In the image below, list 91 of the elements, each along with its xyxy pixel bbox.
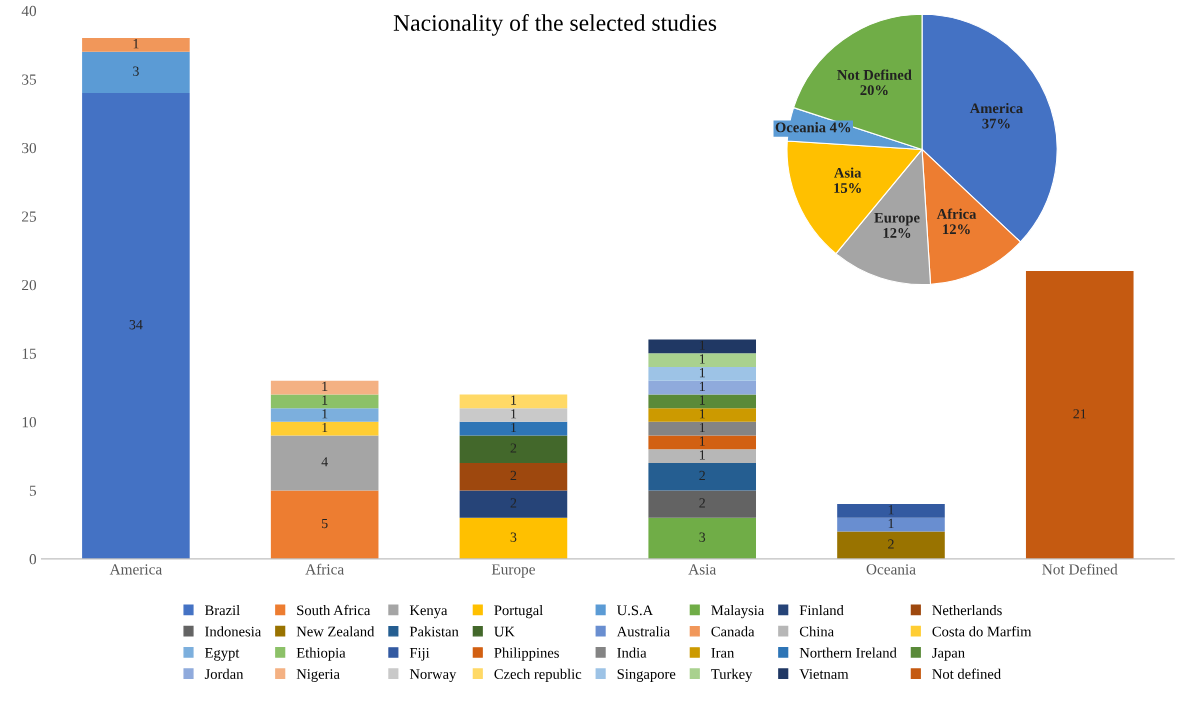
legend-label: Brazil [204, 604, 240, 616]
data-label: 4 [321, 457, 328, 467]
x-tick-label: Asia [688, 564, 716, 575]
legend-label: Northern Ireland [799, 647, 897, 658]
data-label: 15% [834, 183, 861, 193]
data-label: 2 [510, 498, 517, 508]
legend-label: South Africa [297, 604, 371, 616]
data-label: 2 [510, 443, 517, 453]
data-label: 1 [699, 409, 705, 419]
legend-label: Ethiopia [296, 647, 346, 661]
legend-label: U.S.A [617, 605, 654, 616]
data-label: 1 [133, 39, 139, 49]
x-tick-label: Europe [491, 564, 535, 578]
y-tick-label: 5 [29, 485, 37, 496]
x-tick-label: America [109, 564, 162, 575]
data-label: 1 [511, 409, 517, 419]
data-label: 1 [699, 368, 705, 378]
data-label: 21 [1073, 409, 1086, 419]
y-tick-label: 30 [22, 142, 37, 154]
data-label: 3 [133, 66, 139, 76]
data-label: 1 [322, 422, 328, 433]
legend-label: India [617, 647, 647, 658]
y-tick-label: 35 [22, 74, 37, 85]
data-label: 3 [699, 532, 706, 542]
data-label: 1 [322, 409, 328, 419]
legend-label: China [799, 626, 834, 637]
slice-label: Africa [936, 208, 977, 219]
data-label: 1 [699, 354, 705, 364]
legend-label: Finland [799, 604, 844, 616]
data-label: 3 [510, 532, 517, 542]
data-label: 2 [699, 470, 705, 481]
data-label: 12% [883, 228, 911, 238]
legend-label: Turkey [711, 668, 753, 682]
legend-label: Egypt [204, 648, 240, 661]
data-label: 34 [129, 320, 143, 330]
y-tick-label: 40 [21, 5, 37, 17]
data-label: 20% [860, 85, 888, 96]
legend-label: Portugal [494, 604, 543, 619]
legend-label: Costa do Marfim [932, 626, 1032, 637]
legend-label: Japan [932, 648, 965, 661]
legend-label: New Zealand [296, 626, 375, 637]
legend-label: Czech republic [494, 668, 582, 682]
data-label: 12% [943, 224, 970, 235]
y-tick-label: 0 [29, 554, 37, 565]
y-tick-label: 20 [22, 279, 37, 291]
data-label: 1 [699, 395, 705, 405]
legend-label: Canada [711, 626, 755, 637]
legend-label: UK [494, 626, 515, 637]
legend-label: Iran [711, 648, 735, 658]
slice-label: Asia [834, 167, 862, 178]
data-label: 1 [511, 422, 517, 433]
legend-label: Norway [409, 669, 457, 682]
data-label: 2 [510, 470, 517, 481]
data-label: 1 [699, 340, 705, 350]
legend-label: Nigeria [296, 669, 340, 682]
data-label: 1 [511, 395, 517, 405]
legend-label: Pakistan [409, 626, 459, 637]
x-tick-label: Oceania [866, 564, 916, 575]
data-label: 1 [322, 395, 328, 405]
data-label: 1 [322, 381, 328, 391]
y-tick-label: 10 [22, 417, 37, 428]
data-label: 1 [699, 436, 705, 446]
slice-label: Not Defined [837, 69, 912, 80]
data-label: 1 [699, 450, 705, 460]
data-label: 2 [888, 539, 894, 549]
legend-label: Singapore [617, 669, 676, 682]
legend-label: Kenya [409, 605, 448, 619]
slice-label: Europe [874, 212, 920, 226]
legend-label: Philippines [494, 647, 559, 661]
legend-label: Indonesia [205, 626, 262, 637]
y-tick-label: 25 [22, 211, 37, 222]
x-tick-label: Not Defined [1042, 563, 1118, 575]
slice-label: America [969, 102, 1023, 114]
legend-label: Netherlands [932, 604, 1002, 616]
data-label: 1 [699, 422, 705, 433]
data-label: 1 [888, 505, 894, 515]
y-tick-label: 15 [22, 348, 37, 359]
legend-label: Vietnam [799, 669, 849, 680]
legend-label: Not defined [932, 668, 1001, 679]
data-label: 1 [888, 518, 894, 528]
legend-label: Malaysia [711, 604, 765, 619]
legend-label: Australia [616, 626, 670, 637]
chart-title: Nacionality of the selected studies [393, 14, 717, 36]
data-label: 5 [322, 518, 328, 529]
legend-label: Fiji [409, 647, 430, 661]
slice-label: Oceania 4% [775, 122, 851, 133]
x-tick-label: Africa [305, 563, 344, 575]
data-label: 2 [699, 498, 705, 508]
data-label: 37% [982, 118, 1010, 129]
data-label: 1 [699, 381, 705, 391]
legend-label: Jordan [204, 668, 244, 679]
